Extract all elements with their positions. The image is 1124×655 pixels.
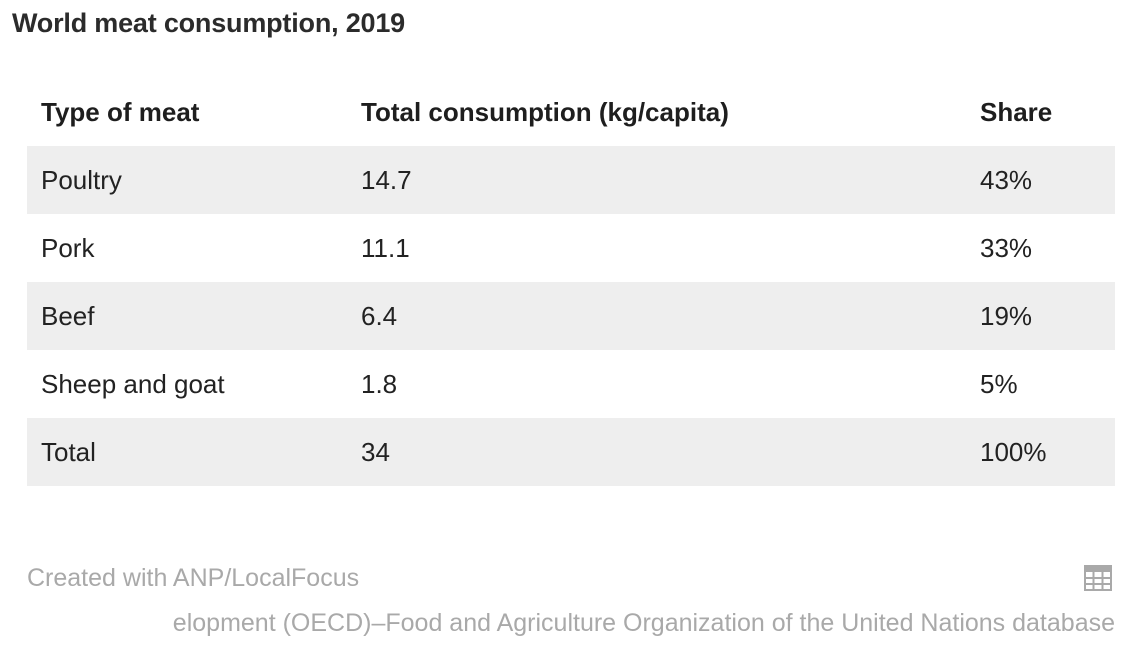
table-row: Sheep and goat 1.8 5%	[27, 350, 1115, 418]
cell-type: Sheep and goat	[41, 368, 225, 399]
source-ticker: elopment (OECD)–Food and Agriculture Org…	[27, 609, 1115, 649]
cell-share: 100%	[980, 436, 1047, 467]
table-row: Pork 11.1 33%	[27, 214, 1115, 282]
data-table: Type of meat Total consumption (kg/capit…	[27, 78, 1115, 486]
column-header-type: Type of meat	[41, 96, 200, 127]
cell-share: 19%	[980, 300, 1033, 331]
table-header-row: Type of meat Total consumption (kg/capit…	[27, 78, 1115, 146]
cell-consumption: 1.8	[361, 368, 398, 399]
cell-share: 33%	[980, 232, 1033, 263]
source-text: elopment (OECD)–Food and Agriculture Org…	[172, 609, 1115, 637]
column-header-share: Share	[980, 96, 1053, 127]
cell-type: Total	[41, 436, 96, 467]
cell-consumption: 11.1	[361, 232, 410, 263]
cell-share: 43%	[980, 164, 1033, 195]
cell-type: Pork	[41, 232, 95, 263]
table-row: Beef 6.4 19%	[27, 282, 1115, 350]
cell-type: Beef	[41, 300, 95, 331]
cell-share: 5%	[980, 368, 1018, 399]
cell-consumption: 6.4	[361, 300, 398, 331]
table-row-total: Total 34 100%	[27, 418, 1115, 486]
cell-consumption: 14.7	[361, 164, 412, 195]
cell-consumption: 34	[361, 436, 390, 467]
cell-type: Poultry	[41, 164, 122, 195]
credit-link[interactable]: Created with ANP/LocalFocus	[27, 564, 360, 592]
column-header-consumption: Total consumption (kg/capita)	[361, 96, 729, 127]
chart-title: World meat consumption, 2019	[12, 8, 405, 38]
table-row: Poultry 14.7 43%	[27, 146, 1115, 214]
table-icon[interactable]	[1084, 565, 1112, 591]
